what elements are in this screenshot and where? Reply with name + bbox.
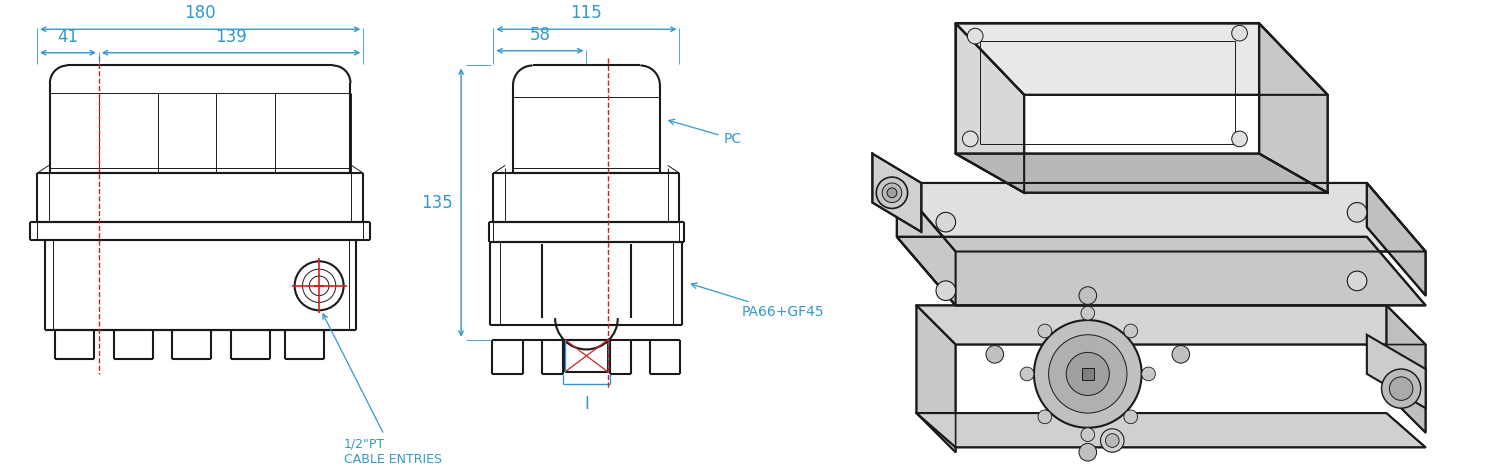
Circle shape: [1106, 434, 1119, 447]
Circle shape: [1231, 25, 1248, 41]
Circle shape: [1171, 346, 1189, 363]
Polygon shape: [897, 183, 956, 305]
Circle shape: [1124, 410, 1137, 424]
Circle shape: [1347, 203, 1366, 222]
Circle shape: [1020, 367, 1034, 381]
Circle shape: [1082, 428, 1095, 441]
Polygon shape: [897, 237, 1426, 305]
Text: 58: 58: [529, 26, 550, 44]
Polygon shape: [872, 154, 921, 232]
Circle shape: [1347, 271, 1366, 291]
Polygon shape: [917, 413, 1426, 447]
Text: I: I: [584, 396, 589, 414]
Polygon shape: [956, 154, 1327, 193]
Text: 41: 41: [57, 28, 78, 46]
Text: 115: 115: [571, 4, 602, 23]
Circle shape: [1038, 410, 1052, 424]
Text: 180: 180: [184, 4, 216, 23]
Circle shape: [1079, 443, 1097, 461]
Polygon shape: [1366, 335, 1426, 408]
Circle shape: [1067, 352, 1110, 396]
Circle shape: [936, 212, 956, 232]
Circle shape: [876, 177, 908, 209]
Polygon shape: [956, 24, 1327, 95]
Circle shape: [962, 131, 978, 147]
Circle shape: [1049, 335, 1126, 413]
Circle shape: [1124, 324, 1137, 338]
Polygon shape: [956, 24, 1025, 193]
Circle shape: [1141, 367, 1155, 381]
Circle shape: [1079, 287, 1097, 304]
Polygon shape: [917, 305, 1426, 345]
Circle shape: [1231, 131, 1248, 147]
Text: 1/2"PT
CABLE ENTRIES: 1/2"PT CABLE ENTRIES: [324, 314, 442, 465]
Text: 139: 139: [216, 28, 247, 46]
Polygon shape: [1366, 183, 1426, 296]
Circle shape: [986, 346, 1004, 363]
Circle shape: [1389, 377, 1413, 400]
Polygon shape: [1260, 24, 1327, 193]
Circle shape: [1082, 306, 1095, 320]
Circle shape: [968, 28, 983, 44]
Text: PC: PC: [668, 119, 742, 146]
Bar: [1082, 368, 1094, 380]
Circle shape: [1034, 320, 1141, 428]
Text: PA66+GF45: PA66+GF45: [691, 283, 824, 319]
Circle shape: [1038, 324, 1052, 338]
Text: 135: 135: [421, 194, 454, 211]
Polygon shape: [917, 305, 956, 452]
Circle shape: [1101, 429, 1124, 452]
Circle shape: [1381, 369, 1420, 408]
Polygon shape: [897, 183, 1426, 252]
Circle shape: [882, 183, 902, 203]
Polygon shape: [1387, 305, 1426, 433]
Circle shape: [936, 281, 956, 300]
Circle shape: [887, 188, 897, 198]
